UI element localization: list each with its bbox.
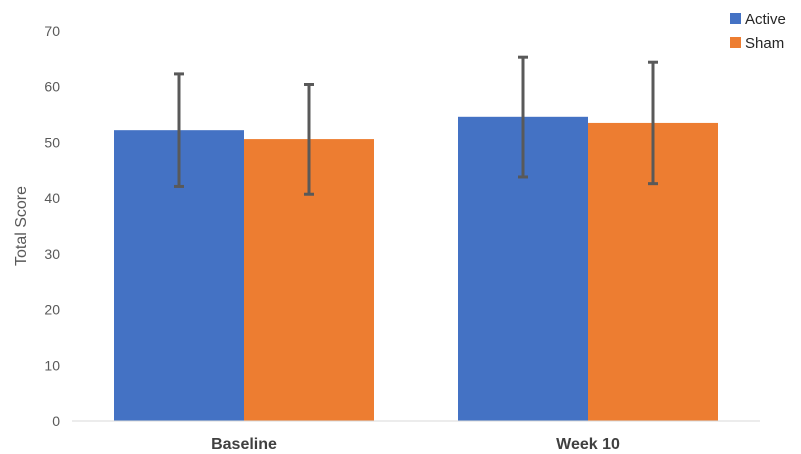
legend-swatch-active [730, 13, 741, 24]
x-category-label: Baseline [211, 436, 277, 453]
legend-label-sham: Sham [745, 35, 784, 52]
y-tick-label: 40 [44, 190, 60, 206]
y-axis-label: Total Score [13, 186, 30, 266]
error-bar [304, 82, 314, 196]
x-axis-categories: Baseline Week 10 [211, 436, 620, 453]
legend-swatch-sham [730, 37, 741, 48]
y-tick-label: 30 [44, 246, 60, 262]
legend-label-active: Active [745, 11, 786, 28]
y-tick-label: 20 [44, 302, 60, 318]
y-tick-label: 0 [52, 413, 60, 429]
bars [114, 116, 718, 422]
error-bar [648, 60, 658, 186]
y-tick-label: 70 [44, 23, 60, 39]
y-axis-ticks: 0 10 20 30 40 50 60 70 [44, 23, 60, 429]
y-tick-label: 60 [44, 79, 60, 95]
error-bar [174, 72, 184, 188]
legend: Active Sham [730, 11, 786, 52]
y-tick-label: 10 [44, 357, 60, 373]
error-bars [174, 55, 658, 196]
error-bar [518, 55, 528, 179]
x-category-label: Week 10 [556, 436, 620, 453]
y-tick-label: 50 [44, 134, 60, 150]
